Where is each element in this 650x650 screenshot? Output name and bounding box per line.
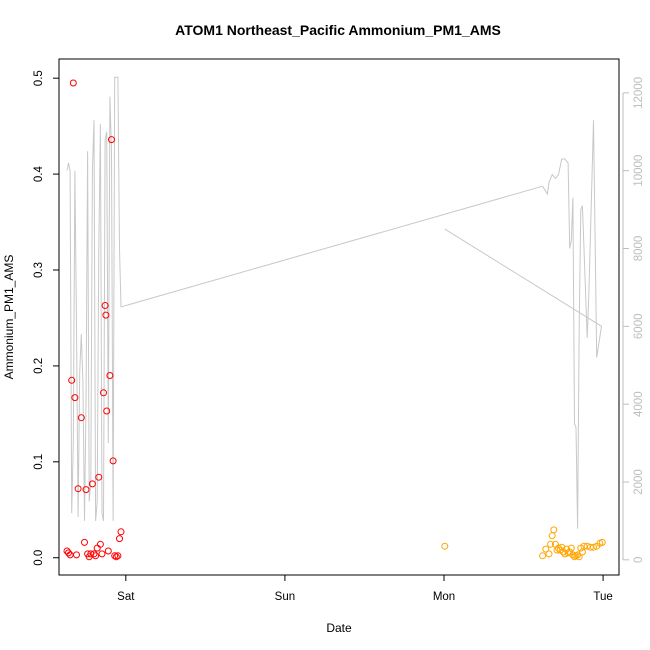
right-tick-label: 10000 <box>633 155 645 187</box>
points-layer <box>63 79 606 561</box>
data-point <box>109 457 117 465</box>
data-point <box>112 553 120 561</box>
data-point <box>111 552 119 560</box>
data-point <box>98 550 106 558</box>
x-tick-label: Sat <box>117 591 135 603</box>
x-tick-label: Tue <box>593 591 612 603</box>
data-point <box>68 376 76 384</box>
data-point <box>65 549 72 557</box>
y-tick-label: 0.3 <box>33 262 45 278</box>
altitude-line-segment-2 <box>444 120 603 529</box>
x-axis: Sat Sun Mon Tue <box>117 574 613 603</box>
data-point <box>71 394 79 402</box>
right-tick-label: 8000 <box>633 236 645 262</box>
right-tick-label: 12000 <box>633 77 645 109</box>
data-point <box>102 311 110 319</box>
data-point <box>580 542 588 550</box>
y-tick-label: 0.0 <box>33 550 45 566</box>
right-tick-label: 6000 <box>633 314 645 340</box>
data-point <box>96 540 104 548</box>
y-axis: 0.0 0.1 0.2 0.3 0.4 0.5 <box>33 70 60 566</box>
data-point <box>116 535 123 543</box>
data-point <box>578 548 586 556</box>
data-point <box>106 372 114 379</box>
data-point <box>550 526 558 534</box>
data-point <box>81 538 88 546</box>
data-point <box>101 302 109 309</box>
plot-frame <box>58 58 620 576</box>
data-point <box>575 553 583 561</box>
data-point <box>88 480 96 488</box>
data-point <box>114 552 122 560</box>
right-tick-label: 2000 <box>633 469 645 495</box>
chart-title: ATOM1 Northeast_Pacific Ammonium_PM1_AMS <box>175 22 501 38</box>
y-tick-label: 0.5 <box>33 70 45 86</box>
data-point <box>555 544 562 552</box>
data-point <box>104 547 112 555</box>
y-tick-label: 0.1 <box>33 454 45 470</box>
data-point <box>567 544 575 552</box>
y-tick-label: 0.2 <box>33 358 45 374</box>
x-tick-label: Sun <box>275 591 295 603</box>
data-point <box>548 532 556 540</box>
right-axis: 0 2000 4000 6000 8000 10000 12000 <box>622 77 645 563</box>
x-tick-label: Mon <box>433 591 455 603</box>
y-tick-label: 0.4 <box>33 166 45 183</box>
plot-area <box>58 58 620 576</box>
data-point <box>590 543 597 551</box>
data-point <box>95 473 103 481</box>
data-point <box>69 79 77 87</box>
data-point <box>92 552 100 560</box>
y-axis-label: Ammonium_PM1_AMS <box>2 255 16 380</box>
data-point <box>77 414 85 422</box>
data-point <box>74 485 82 493</box>
data-point <box>558 543 566 551</box>
data-point <box>108 136 115 144</box>
right-tick-label: 0 <box>633 557 645 563</box>
data-point <box>63 547 71 555</box>
data-point <box>569 551 577 559</box>
data-point <box>545 550 553 558</box>
data-point <box>103 407 111 415</box>
data-point <box>73 551 80 559</box>
data-point <box>598 538 606 546</box>
data-point <box>441 542 449 550</box>
data-point <box>100 389 107 397</box>
data-point <box>93 544 101 552</box>
right-tick-label: 4000 <box>633 391 645 417</box>
data-point <box>90 550 98 558</box>
data-point <box>117 528 125 536</box>
altitude-line-segment-1 <box>66 76 543 521</box>
data-point <box>539 552 547 560</box>
data-point <box>547 540 555 548</box>
data-point <box>542 545 550 553</box>
data-point <box>561 550 569 558</box>
data-point <box>82 486 90 494</box>
data-point <box>87 550 95 558</box>
x-axis-label: Date <box>326 621 352 635</box>
